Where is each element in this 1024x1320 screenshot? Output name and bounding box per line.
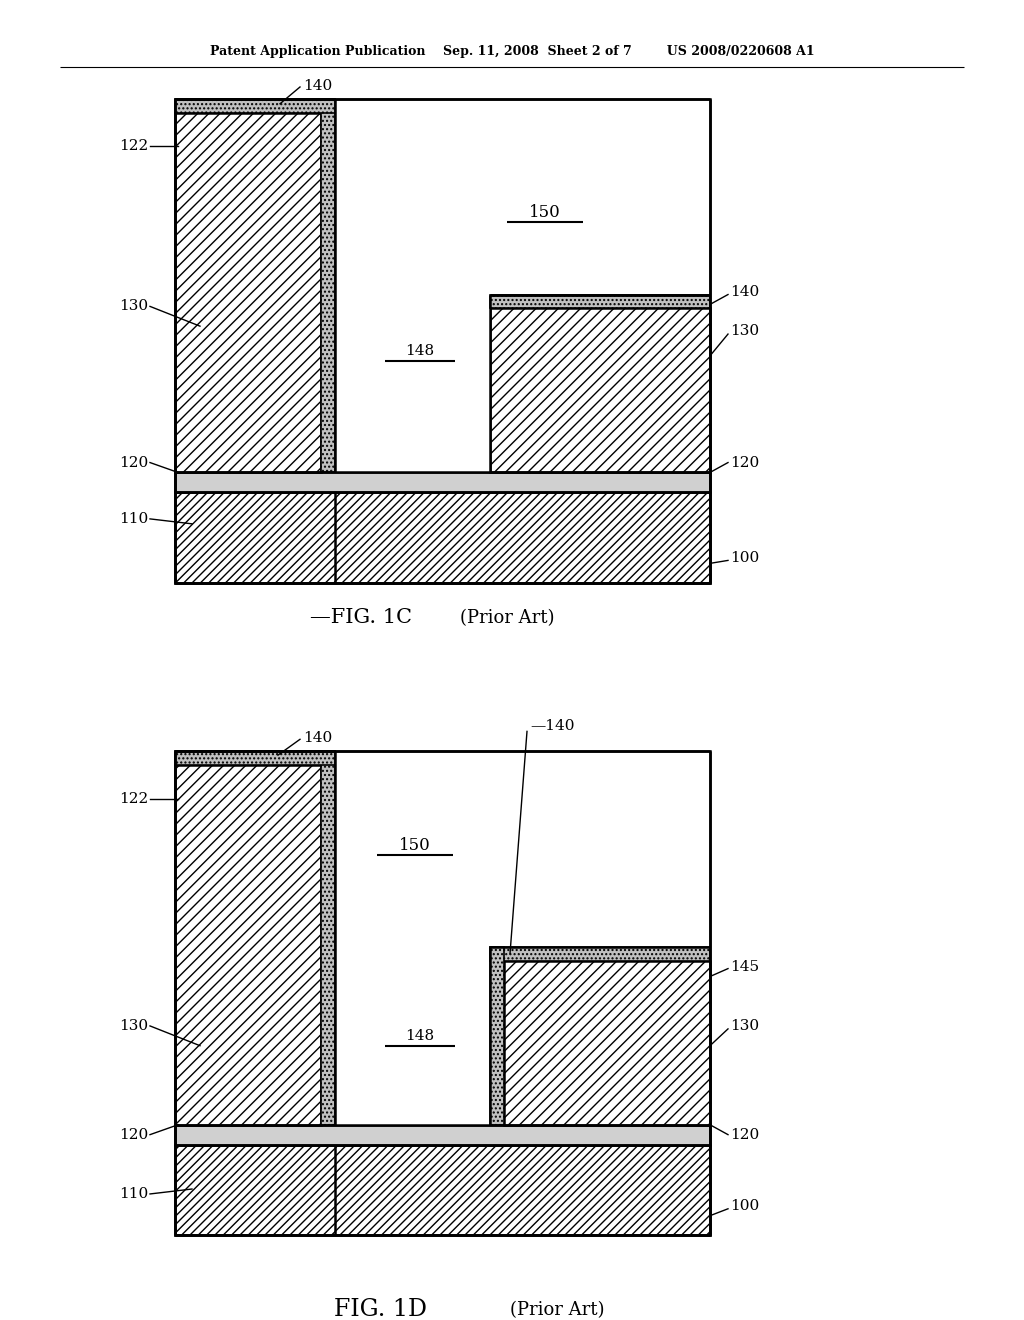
Text: 100: 100 xyxy=(730,552,759,565)
Text: 120: 120 xyxy=(730,455,759,470)
Text: (Prior Art): (Prior Art) xyxy=(460,609,555,627)
Text: FIG. 1D: FIG. 1D xyxy=(334,1298,427,1320)
Text: 150: 150 xyxy=(529,205,561,220)
Bar xyxy=(175,1144,710,1236)
Bar xyxy=(175,99,710,583)
Text: (Prior Art): (Prior Art) xyxy=(510,1300,604,1319)
Bar xyxy=(175,766,321,1125)
Text: 122: 122 xyxy=(119,792,148,805)
Text: 120: 120 xyxy=(730,1127,759,1142)
Text: 140: 140 xyxy=(303,731,333,746)
Text: 130: 130 xyxy=(730,325,759,338)
Text: 140: 140 xyxy=(730,285,759,298)
Bar xyxy=(175,492,710,583)
Bar xyxy=(175,473,710,492)
Text: 122: 122 xyxy=(119,140,148,153)
Text: —140: —140 xyxy=(530,719,574,734)
Text: —FIG. 1C: —FIG. 1C xyxy=(310,609,412,627)
Text: 148: 148 xyxy=(406,345,434,358)
Text: 120: 120 xyxy=(119,455,148,470)
Bar xyxy=(490,946,710,961)
Text: 110: 110 xyxy=(119,1187,148,1201)
Text: 100: 100 xyxy=(730,1199,759,1213)
Bar xyxy=(321,751,335,1125)
Text: 130: 130 xyxy=(119,1019,148,1034)
Text: 130: 130 xyxy=(730,1019,759,1034)
Bar xyxy=(490,309,710,473)
Bar xyxy=(335,751,490,1125)
Bar xyxy=(175,751,710,1236)
Text: 120: 120 xyxy=(119,1127,148,1142)
Text: 130: 130 xyxy=(119,300,148,313)
Bar xyxy=(175,99,335,112)
Text: 145: 145 xyxy=(730,960,759,974)
Text: 150: 150 xyxy=(399,837,431,854)
Bar xyxy=(490,946,504,1125)
Bar xyxy=(335,99,490,473)
Bar xyxy=(490,294,710,309)
Bar xyxy=(175,751,335,766)
Bar xyxy=(175,1125,710,1144)
Bar xyxy=(321,99,335,473)
Text: Patent Application Publication    Sep. 11, 2008  Sheet 2 of 7        US 2008/022: Patent Application Publication Sep. 11, … xyxy=(210,45,814,58)
Text: 140: 140 xyxy=(303,79,333,92)
Text: 148: 148 xyxy=(406,1028,434,1043)
Text: 110: 110 xyxy=(119,512,148,525)
Bar xyxy=(504,961,710,1125)
Bar xyxy=(175,112,321,473)
